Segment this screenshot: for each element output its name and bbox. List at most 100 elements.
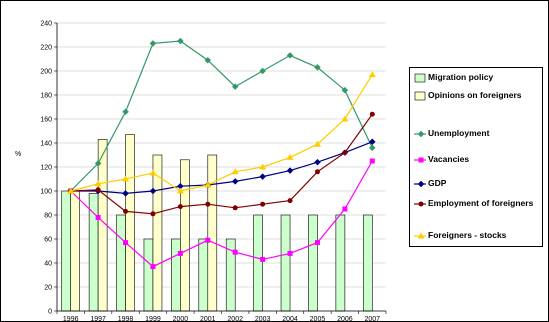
data-point — [123, 208, 129, 214]
data-point — [122, 175, 130, 182]
legend-label: Foreigners - stocks — [428, 230, 507, 240]
data-point — [67, 187, 75, 194]
legend-item: Opinions on foreigners — [410, 90, 542, 102]
legend-item: Migration policy — [410, 72, 542, 84]
data-point — [231, 178, 239, 185]
y-tick-label: 160 — [40, 117, 52, 124]
y-tick-label: 180 — [40, 93, 52, 100]
bar — [116, 214, 126, 312]
x-tick-label: 2002 — [227, 316, 243, 321]
data-point — [95, 214, 101, 220]
data-point — [314, 158, 321, 166]
legend: Migration policy Opinions on foreigners Un… — [409, 67, 543, 247]
x-tick-label: 2006 — [337, 316, 353, 321]
x-tick-label: 2005 — [310, 316, 326, 321]
data-point — [260, 256, 266, 262]
y-tick-label: 120 — [40, 165, 52, 172]
data-point — [342, 206, 348, 212]
y-tick-label: 40 — [44, 261, 52, 268]
legend-item: Foreigners - stocks — [410, 230, 542, 242]
bar — [125, 134, 135, 312]
data-point — [94, 160, 102, 167]
bar — [207, 154, 218, 312]
x-tick-label: 2007 — [365, 316, 381, 321]
legend-symbol — [414, 180, 426, 188]
legend-label: Migration policy — [428, 72, 494, 82]
data-point — [204, 181, 212, 188]
data-point — [149, 40, 157, 47]
y-tick-label: 80 — [44, 213, 52, 220]
data-point — [417, 232, 425, 239]
bar — [362, 214, 373, 312]
legend-symbol — [414, 232, 426, 239]
x-tick-label: 2003 — [255, 316, 271, 321]
data-point — [342, 150, 348, 156]
data-point — [149, 187, 157, 195]
legend-item: GDP — [410, 178, 542, 190]
data-point — [231, 168, 239, 175]
series-line — [70, 160, 373, 268]
data-point — [418, 201, 424, 207]
bar — [253, 214, 263, 312]
data-point — [369, 158, 375, 164]
legend-item: Unemployment — [410, 128, 542, 140]
data-point — [259, 173, 266, 180]
bar — [171, 238, 181, 312]
data-point — [314, 64, 321, 71]
data-point — [314, 240, 320, 246]
data-point — [368, 71, 376, 78]
series-line — [70, 141, 373, 195]
data-point — [341, 115, 349, 122]
legend-symbol — [414, 91, 426, 101]
data-point — [368, 144, 376, 152]
data-point — [205, 201, 211, 207]
data-point — [232, 249, 238, 255]
bar — [88, 193, 99, 312]
data-point — [259, 163, 267, 170]
data-point — [122, 108, 129, 116]
legend-swatch — [414, 91, 426, 101]
y-axis-label: % — [15, 151, 21, 158]
bar — [143, 238, 154, 312]
legend-symbol — [414, 73, 426, 83]
data-point — [287, 198, 293, 204]
x-tick-label: 2004 — [282, 316, 298, 321]
y-tick-label: 200 — [40, 69, 52, 76]
data-point — [417, 180, 425, 188]
data-point — [418, 157, 424, 163]
data-point — [368, 138, 376, 146]
data-point — [313, 140, 321, 147]
series-line — [70, 74, 373, 192]
y-tick-label: 20 — [44, 285, 52, 292]
y-tick-label: 60 — [44, 237, 52, 244]
y-tick-label: 220 — [40, 45, 52, 52]
data-point — [417, 130, 425, 138]
data-point — [177, 37, 184, 45]
y-tick-label: 140 — [40, 141, 52, 148]
data-point — [123, 240, 129, 246]
legend-symbol — [414, 130, 426, 138]
legend-label: Opinions on foreigners — [428, 90, 522, 100]
data-point — [314, 169, 320, 175]
data-point — [286, 52, 294, 59]
bar — [308, 214, 318, 312]
legend-label: GDP — [428, 178, 447, 188]
data-point — [177, 204, 183, 210]
bar — [335, 214, 346, 312]
x-tick-label: 1998 — [118, 316, 134, 321]
x-tick-label: 1999 — [145, 316, 161, 321]
legend-symbol — [414, 157, 426, 163]
data-point — [286, 167, 294, 174]
data-point — [369, 111, 375, 117]
legend-item: Vacancies — [410, 154, 542, 166]
y-tick-label: 100 — [40, 189, 52, 196]
legend-symbol — [414, 201, 426, 207]
data-point — [232, 205, 238, 211]
bar — [198, 238, 209, 312]
data-point — [149, 169, 157, 176]
data-point — [341, 86, 349, 94]
data-point — [150, 211, 156, 217]
x-tick-label: 1997 — [90, 316, 106, 321]
